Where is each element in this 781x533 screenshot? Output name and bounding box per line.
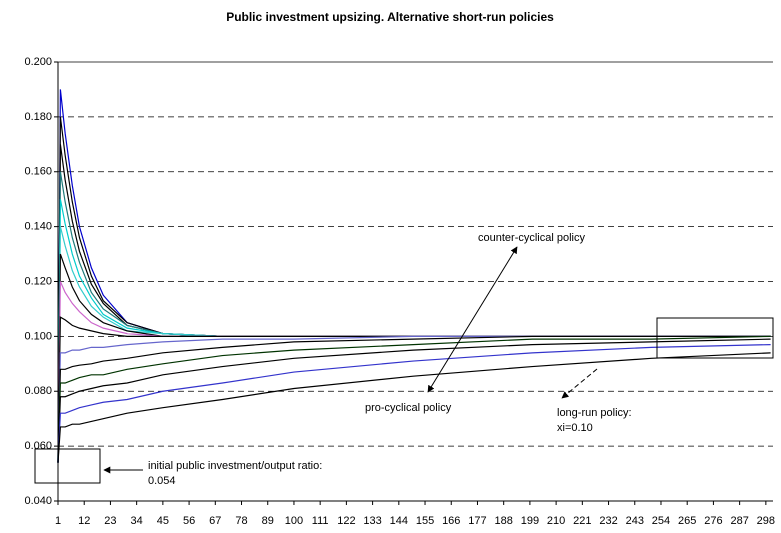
series-line	[57, 335, 771, 463]
long-run-arrow	[561, 368, 598, 399]
initial-box	[34, 448, 101, 484]
annotation: xi=0.10	[557, 422, 593, 434]
x-tick-label: 89	[262, 515, 274, 527]
y-tick-label: 0.120	[24, 275, 52, 287]
x-tick-label: 232	[599, 515, 617, 527]
y-tick-label: 0.200	[24, 56, 52, 68]
series-line	[57, 144, 771, 463]
x-tick-label: 122	[337, 515, 355, 527]
series-line	[57, 281, 771, 463]
x-tick-label: 144	[390, 515, 408, 527]
x-tick-label: 23	[104, 515, 116, 527]
x-tick-label: 287	[730, 515, 748, 527]
y-tick-label: 0.160	[24, 166, 52, 178]
x-tick-label: 34	[131, 515, 143, 527]
y-tick-label: 0.080	[24, 385, 52, 397]
annotation: pro-cyclical policy	[365, 402, 452, 414]
x-tick-label: 56	[183, 515, 195, 527]
chart-title: Public investment upsizing. Alternative …	[226, 10, 554, 24]
x-tick-label: 210	[547, 515, 565, 527]
policy-arrow	[427, 246, 518, 393]
x-tick-label: 221	[573, 515, 591, 527]
series-line	[57, 199, 771, 463]
x-tick-label: 177	[468, 515, 486, 527]
y-tick-label: 0.180	[24, 111, 52, 123]
x-tick-label: 155	[416, 515, 434, 527]
x-tick-label: 276	[704, 515, 722, 527]
x-tick-label: 298	[757, 515, 775, 527]
x-tick-label: 254	[652, 515, 670, 527]
x-tick-label: 45	[157, 515, 169, 527]
x-tick-label: 12	[78, 515, 90, 527]
annotation: 0.054	[148, 475, 176, 487]
x-tick-label: 133	[363, 515, 381, 527]
series-line	[57, 335, 771, 463]
x-tick-label: 188	[495, 515, 513, 527]
x-tick-label: 100	[285, 515, 303, 527]
y-tick-label: 0.060	[24, 440, 52, 452]
x-tick-label: 265	[678, 515, 696, 527]
x-tick-label: 243	[626, 515, 644, 527]
series-line	[57, 335, 771, 463]
y-tick-label: 0.040	[24, 495, 52, 507]
x-tick-label: 78	[235, 515, 247, 527]
x-tick-label: 67	[209, 515, 221, 527]
y-tick-label: 0.100	[24, 330, 52, 342]
annotation: long-run policy:	[557, 407, 632, 419]
long-run-box	[656, 317, 774, 359]
x-tick-label: 199	[521, 515, 539, 527]
y-tick-label: 0.140	[24, 221, 52, 233]
x-tick-label: 111	[312, 515, 329, 527]
annotation: initial public investment/output ratio:	[148, 460, 322, 472]
series-line	[57, 171, 771, 463]
x-tick-label: 1	[55, 515, 61, 527]
annotation: counter-cyclical policy	[478, 232, 585, 244]
x-tick-label: 166	[442, 515, 460, 527]
